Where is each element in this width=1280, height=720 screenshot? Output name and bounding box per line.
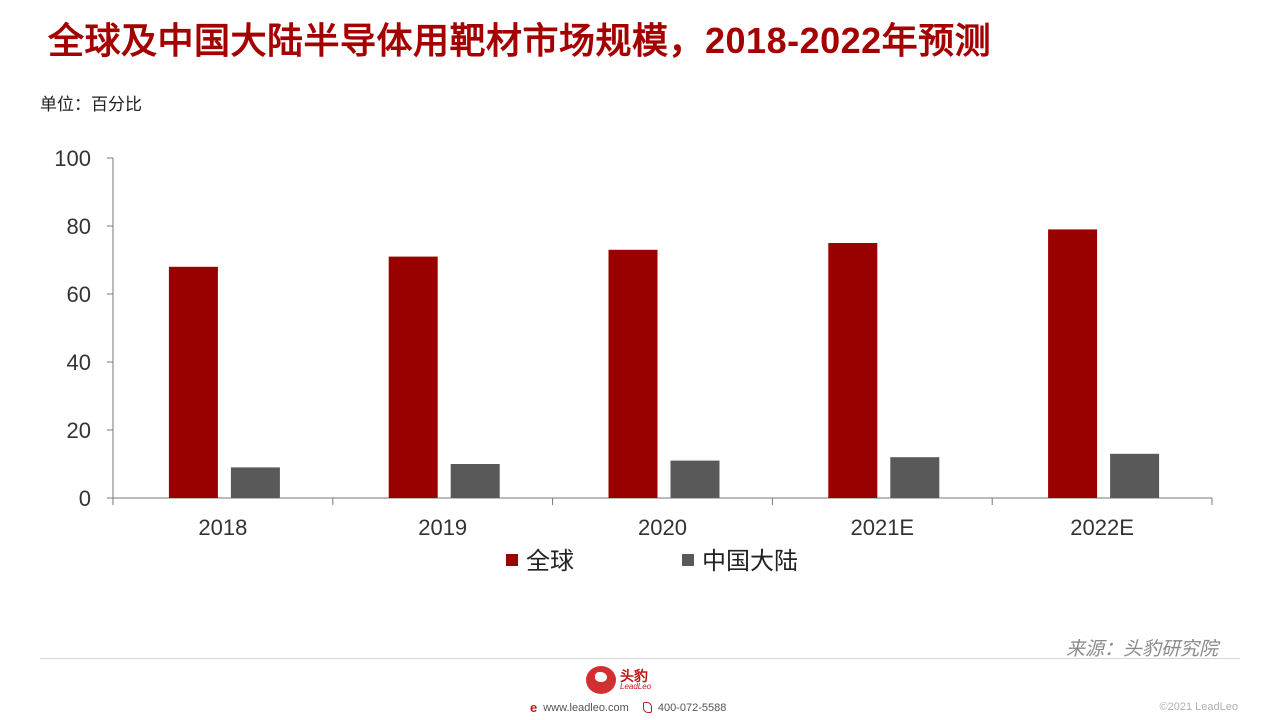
bar-global-2018 <box>168 266 218 498</box>
bar-china-2021E <box>890 457 940 498</box>
bar-chart: 0 20 40 60 80 100 2018 2019 2020 2021E 2022E 全球 中国… <box>54 146 1213 575</box>
legend: 全球 中国大陆 <box>506 548 798 575</box>
leopard-icon <box>586 666 616 694</box>
y-axis: 0 20 40 60 80 100 <box>54 146 114 511</box>
brand-name-en: LeadLeo <box>620 682 652 691</box>
bar-china-2018 <box>230 467 280 498</box>
bar-global-2019 <box>388 256 438 498</box>
x-tick-label: 2022E <box>1070 515 1134 540</box>
phone-number: 400-072-5588 <box>657 701 727 714</box>
footer-divider <box>40 658 1240 659</box>
bar-global-2022E <box>1048 229 1098 498</box>
legend-label-global: 全球 <box>526 548 574 575</box>
bar-global-2020 <box>608 249 658 498</box>
y-tick-label: 40 <box>67 350 91 375</box>
bar-china-2022E <box>1110 453 1160 498</box>
bars <box>168 229 1160 498</box>
copyright: ©2021 LeadLeo <box>1159 701 1238 713</box>
y-tick-label: 20 <box>67 418 91 443</box>
bar-china-2019 <box>450 464 500 498</box>
web-icon: e <box>530 700 538 715</box>
legend-swatch-china <box>682 554 694 566</box>
phone-icon <box>642 702 652 713</box>
y-tick-label: 100 <box>54 146 91 171</box>
x-tick-label: 2021E <box>850 515 914 540</box>
legend-label-china: 中国大陆 <box>702 548 798 575</box>
x-tick-label: 2020 <box>638 515 687 540</box>
x-axis: 2018 2019 2020 2021E 2022E <box>112 497 1213 540</box>
brand-name-cn: 头豹 <box>620 668 648 684</box>
x-tick-label: 2019 <box>418 515 467 540</box>
legend-swatch-global <box>506 554 518 566</box>
unit-label: 单位：百分比 <box>40 95 142 114</box>
contact-info: e www.leadleo.com 400-072-5588 <box>530 700 726 715</box>
bar-china-2020 <box>670 460 720 498</box>
website-link[interactable]: www.leadleo.com <box>543 701 629 714</box>
brand-logo: 头豹 LeadLeo <box>586 666 651 694</box>
x-tick-label: 2018 <box>198 515 247 540</box>
y-tick-label: 80 <box>67 214 91 239</box>
bar-global-2021E <box>828 243 878 498</box>
page-title: 全球及中国大陆半导体用靶材市场规模，2018-2022年预测 <box>48 20 992 61</box>
y-tick-label: 60 <box>67 282 91 307</box>
y-tick-label: 0 <box>79 486 91 511</box>
source-note: 来源：头豹研究院 <box>1065 639 1218 660</box>
